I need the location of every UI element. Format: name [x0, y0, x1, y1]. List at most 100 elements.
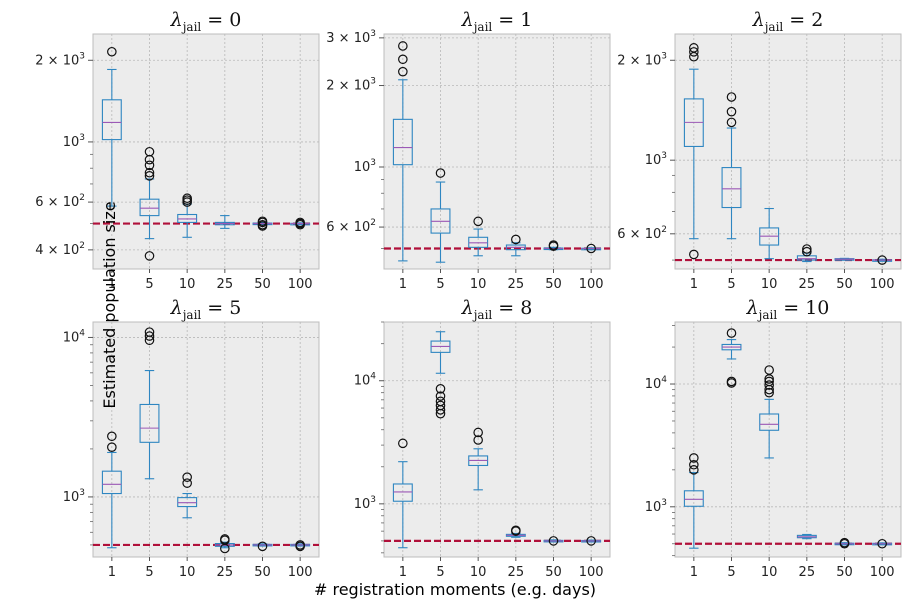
box-100	[290, 540, 311, 552]
x-tick-label: 100	[870, 565, 895, 580]
y-tick-label: 103	[63, 133, 85, 150]
outlier-point	[548, 240, 559, 250]
box-100	[290, 217, 311, 230]
plot-background	[383, 321, 611, 558]
box-1	[392, 41, 413, 262]
x-tick-label: 50	[254, 277, 271, 292]
y-axis-label: Estimated population size	[100, 201, 120, 409]
x-tick-label: 10	[470, 565, 487, 580]
box-iqr	[392, 118, 413, 166]
outlier-point	[689, 453, 699, 463]
outlier-point	[764, 387, 774, 398]
box-100	[581, 536, 602, 546]
outlier-point	[689, 47, 699, 57]
x-tick-label: 5	[145, 277, 153, 292]
x-tick-label: 1	[690, 277, 698, 292]
x-tick-label: 100	[288, 277, 313, 292]
outlier-point	[473, 427, 483, 438]
box-50	[834, 537, 855, 549]
box-iqr	[101, 470, 122, 495]
outlier-point	[257, 541, 268, 552]
x-tick-label: 1	[690, 565, 698, 580]
box-10	[177, 472, 198, 519]
box-25	[505, 525, 526, 538]
y-tick-label: 2 × 103	[326, 77, 376, 94]
outlier-point	[689, 249, 699, 260]
x-tick-label: 10	[179, 277, 196, 292]
x-tick-label: 25	[217, 565, 234, 580]
outlier-point	[144, 171, 155, 181]
outlier-point	[877, 255, 887, 265]
subplot-6: 103 104 1 5 10 25 50 100 λjail = 10	[645, 297, 902, 580]
box-50	[543, 536, 564, 546]
plot-background	[383, 33, 611, 270]
x-tick-label: 25	[799, 565, 816, 580]
box-25	[796, 244, 817, 263]
x-tick-label: 100	[288, 565, 313, 580]
outlier-point	[689, 459, 699, 470]
box-25	[505, 234, 526, 257]
outlier-point	[726, 117, 737, 128]
x-tick-label: 5	[727, 277, 735, 292]
x-tick-label: 1	[108, 277, 116, 292]
outlier-point	[689, 43, 699, 53]
plot-background	[92, 33, 320, 270]
box-5	[139, 146, 160, 261]
y-tick-label: 103	[354, 158, 376, 175]
box-iqr	[101, 99, 122, 141]
outlier-point	[182, 193, 192, 204]
box-iqr	[759, 413, 780, 431]
outlier-point	[182, 478, 192, 488]
box-100	[872, 538, 893, 549]
box-10	[468, 427, 489, 491]
outlier-point	[435, 400, 446, 411]
box-50	[543, 240, 564, 251]
x-tick-label: 1	[108, 565, 116, 580]
subplot-title: λjail = 10	[746, 297, 830, 322]
outlier-point	[586, 243, 596, 254]
outlier-point	[802, 246, 812, 257]
outlier-point	[107, 46, 117, 57]
y-tick-label: 2 × 103	[617, 51, 667, 68]
y-tick-label: 6 × 102	[617, 225, 667, 242]
outlier-point	[473, 216, 483, 227]
x-tick-label: 100	[579, 277, 604, 292]
x-tick-label: 1	[399, 565, 407, 580]
outlier-point	[511, 234, 521, 245]
box-5	[721, 92, 742, 240]
outlier-point	[689, 465, 699, 475]
plot-background	[92, 321, 320, 558]
box-50	[834, 257, 855, 261]
outlier-point	[144, 146, 155, 157]
y-tick-label: 6 × 102	[326, 218, 376, 235]
y-tick-label: 4 × 102	[35, 241, 85, 258]
box-iqr	[392, 483, 413, 502]
y-tick-label: 104	[645, 375, 668, 392]
x-tick-label: 25	[799, 277, 816, 292]
x-tick-label: 50	[836, 565, 853, 580]
outlier-point	[144, 251, 155, 261]
outlier-point	[586, 536, 596, 546]
outlier-point	[435, 384, 446, 394]
subplot-5: 103 104 1 5 10 25 50 100 λjail = 8	[354, 297, 611, 580]
subplot-2: 6 × 102 103 2 × 103 3 × 103 1 5 10 25 50 100 λjail…	[326, 9, 611, 292]
box-50	[252, 216, 273, 231]
subplot-title: λjail = 5	[170, 297, 242, 322]
box-10	[177, 193, 198, 238]
outlier-point	[473, 435, 483, 445]
outlier-point	[726, 328, 737, 338]
outlier-point	[398, 41, 408, 51]
x-tick-label: 10	[470, 277, 487, 292]
outlier-point	[726, 376, 737, 387]
outlier-point	[144, 331, 155, 341]
y-tick-label: 103	[354, 495, 376, 512]
box-25	[214, 534, 235, 554]
box-iqr	[683, 490, 704, 507]
outlier-point	[435, 396, 446, 407]
box-25	[796, 533, 817, 540]
x-tick-label: 5	[727, 565, 735, 580]
box-iqr	[139, 198, 160, 217]
outlier-point	[295, 217, 305, 228]
x-tick-label: 50	[254, 565, 271, 580]
